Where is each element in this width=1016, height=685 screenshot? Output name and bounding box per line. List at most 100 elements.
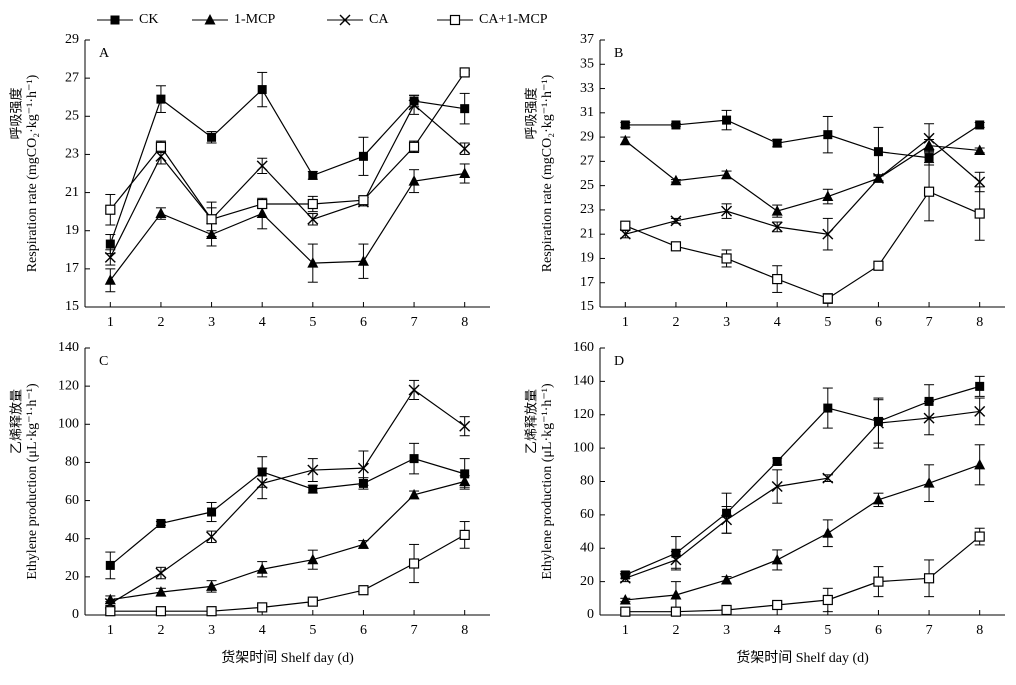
marker-stroke bbox=[357, 462, 369, 474]
marker bbox=[308, 170, 318, 180]
marker bbox=[307, 213, 319, 225]
marker bbox=[155, 606, 167, 617]
y-tick-label: 120 bbox=[573, 407, 594, 422]
legend-label: CA+1-MCP bbox=[479, 12, 548, 27]
marker bbox=[155, 141, 167, 152]
marker-stroke bbox=[670, 215, 682, 227]
series-line bbox=[109, 88, 465, 245]
y-tick-label: 21 bbox=[580, 226, 594, 241]
marker-stroke bbox=[670, 554, 682, 566]
marker bbox=[409, 454, 419, 464]
marker-stroke bbox=[104, 251, 116, 263]
x-tick-label: 5 bbox=[824, 315, 831, 330]
panel-label: A bbox=[99, 46, 110, 61]
x-tick-label: 1 bbox=[622, 623, 629, 638]
marker bbox=[771, 553, 783, 565]
marker-stroke bbox=[974, 405, 986, 417]
panel-label: B bbox=[614, 46, 623, 61]
marker bbox=[408, 558, 420, 569]
marker bbox=[670, 174, 682, 186]
y-tick-label: 140 bbox=[573, 374, 594, 389]
marker-stroke bbox=[459, 420, 471, 432]
marker bbox=[156, 518, 166, 528]
marker-stroke bbox=[408, 99, 420, 111]
x-tick-label: 6 bbox=[360, 623, 367, 638]
marker bbox=[771, 221, 783, 233]
marker bbox=[307, 596, 318, 607]
y-tick-label: 29 bbox=[580, 129, 594, 144]
marker-stroke bbox=[923, 412, 935, 424]
marker bbox=[923, 186, 935, 197]
x-tick-label: 4 bbox=[774, 315, 781, 330]
marker bbox=[671, 548, 681, 558]
marker bbox=[256, 160, 268, 172]
x-tick-label: 7 bbox=[411, 623, 418, 638]
marker bbox=[155, 586, 167, 597]
marker bbox=[721, 514, 733, 526]
marker bbox=[206, 214, 217, 225]
marker bbox=[206, 606, 217, 617]
marker bbox=[307, 257, 319, 268]
marker bbox=[257, 467, 267, 477]
marker bbox=[975, 381, 985, 391]
series-line bbox=[625, 385, 980, 576]
marker bbox=[670, 554, 682, 566]
y-tick-label: 20 bbox=[580, 574, 594, 589]
marker bbox=[974, 144, 986, 155]
marker-stroke bbox=[771, 221, 783, 233]
marker bbox=[358, 478, 368, 488]
marker bbox=[822, 594, 833, 606]
marker bbox=[923, 573, 935, 584]
x-tick-label: 8 bbox=[976, 623, 983, 638]
y-label: Ethylene production (μL·kg⁻¹·h⁻¹) bbox=[25, 383, 40, 580]
x-tick-label: 5 bbox=[309, 315, 316, 330]
marker-stroke bbox=[408, 384, 420, 396]
y-tick-label: 19 bbox=[65, 223, 79, 238]
x-tick-label: 7 bbox=[926, 623, 933, 638]
marker-stroke bbox=[619, 228, 631, 240]
marker bbox=[207, 132, 217, 142]
marker bbox=[772, 273, 783, 285]
marker-stroke bbox=[872, 172, 884, 184]
marker bbox=[923, 132, 935, 144]
marker-stroke bbox=[974, 176, 986, 188]
series-line bbox=[109, 172, 465, 281]
y-tick-label: 100 bbox=[58, 417, 79, 432]
x-tick-label: 7 bbox=[411, 315, 418, 330]
marker bbox=[974, 405, 986, 417]
y-tick-label: 80 bbox=[580, 474, 594, 489]
legend-label: CK bbox=[139, 12, 158, 27]
y-tick-label: 29 bbox=[65, 32, 79, 47]
y-tick-label: 27 bbox=[580, 154, 594, 169]
marker bbox=[357, 538, 369, 549]
y-tick-label: 0 bbox=[72, 607, 79, 622]
marker bbox=[872, 493, 884, 505]
marker bbox=[460, 104, 470, 114]
marker bbox=[204, 14, 216, 25]
legend-label: CA bbox=[369, 12, 389, 27]
y-tick-label: 27 bbox=[65, 70, 79, 85]
marker bbox=[357, 462, 369, 474]
marker bbox=[105, 239, 115, 249]
marker bbox=[409, 96, 419, 106]
marker bbox=[974, 458, 986, 470]
marker bbox=[155, 150, 167, 162]
marker bbox=[104, 274, 116, 285]
marker bbox=[670, 241, 682, 252]
y-tick-label: 23 bbox=[580, 202, 594, 217]
series-line bbox=[109, 457, 465, 566]
marker bbox=[620, 570, 630, 580]
marker bbox=[358, 151, 368, 161]
marker bbox=[307, 553, 319, 565]
marker bbox=[257, 85, 267, 95]
series-line bbox=[110, 480, 465, 601]
marker bbox=[872, 172, 884, 184]
marker bbox=[358, 195, 369, 206]
marker bbox=[459, 143, 471, 155]
marker-stroke bbox=[155, 150, 167, 162]
marker bbox=[619, 572, 631, 584]
series-line bbox=[109, 72, 466, 220]
marker bbox=[873, 576, 884, 587]
marker bbox=[822, 190, 834, 202]
marker bbox=[975, 120, 985, 130]
